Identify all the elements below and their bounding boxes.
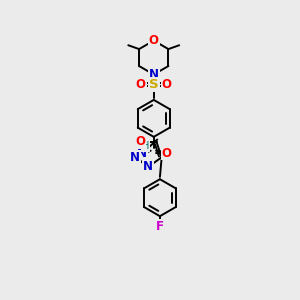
Text: O: O [136, 78, 146, 91]
Text: F: F [156, 220, 164, 233]
Text: H: H [142, 141, 149, 151]
Text: O: O [162, 146, 172, 160]
Text: N: N [143, 160, 153, 173]
Text: N: N [130, 151, 140, 164]
Text: O: O [149, 34, 159, 47]
Text: S: S [149, 78, 159, 91]
Text: N: N [149, 68, 159, 81]
Text: O: O [162, 78, 172, 91]
Text: N: N [137, 146, 147, 160]
Text: O: O [135, 135, 145, 148]
